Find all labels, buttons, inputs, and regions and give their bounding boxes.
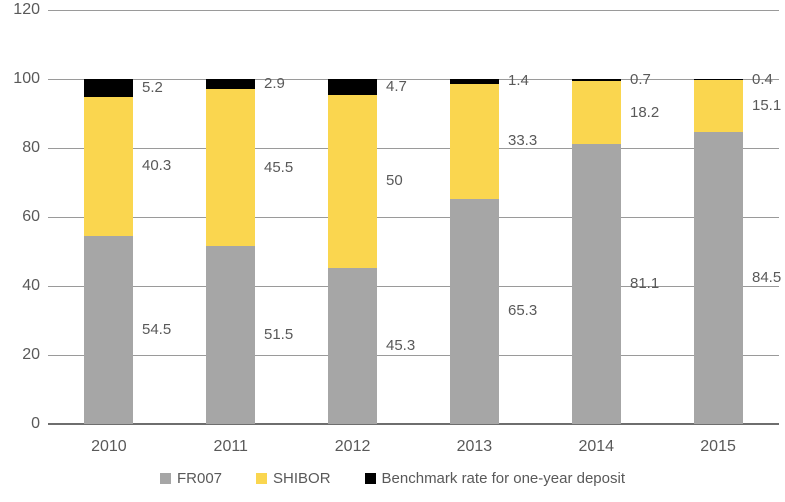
gridline-80: [48, 148, 779, 149]
bar-segment-benchmark-rate-for-one-year-deposit-2014: [572, 79, 621, 82]
bar-segment-fr007-2012: [328, 267, 377, 424]
value-label-shibor-2012: 50: [386, 172, 403, 190]
gridline-120: [48, 10, 779, 11]
legend-label-fr007: FR007: [176, 470, 223, 487]
gridline-20: [48, 355, 779, 356]
value-label-shibor-2010: 40.3: [142, 157, 172, 175]
value-label-shibor-2014: 18.2: [630, 103, 660, 121]
gridline-60: [48, 217, 779, 218]
bar-segment-fr007-2013: [450, 198, 499, 424]
value-label-shibor-2011: 45.5: [264, 158, 294, 176]
gridline-40: [48, 286, 779, 287]
legend-swatch-fr007: [159, 473, 171, 484]
legend: FR007 SHIBOR Benchmark rate for one-year d…: [0, 470, 785, 487]
y-tick-label-20: 20: [22, 346, 40, 363]
value-label-benchmark-rate-for-one-year-deposit-2011: 2.9: [264, 75, 285, 93]
x-axis-line: [48, 423, 779, 425]
value-label-fr007-2014: 81.1: [630, 275, 660, 293]
bar-segment-benchmark-rate-for-one-year-deposit-2012: [328, 79, 377, 96]
bar-segment-shibor-2011: [206, 89, 255, 247]
x-axis-label-2013: 2013: [456, 438, 493, 455]
legend-label-shibor: SHIBOR: [273, 470, 331, 487]
y-tick-label-100: 100: [13, 70, 40, 87]
y-tick-label-40: 40: [22, 277, 40, 294]
legend-item-fr007: FR007: [159, 470, 223, 487]
value-label-benchmark-rate-for-one-year-deposit-2013: 1.4: [508, 72, 529, 90]
bar-segment-benchmark-rate-for-one-year-deposit-2010: [84, 79, 133, 97]
value-label-fr007-2015: 84.5: [752, 269, 782, 287]
value-label-shibor-2015: 15.1: [752, 97, 782, 115]
bar-segment-fr007-2014: [572, 144, 621, 424]
value-label-fr007-2011: 51.5: [264, 326, 294, 344]
bar-segment-shibor-2015: [694, 80, 743, 133]
x-axis-label-2010: 2010: [91, 438, 127, 455]
x-axis-label-2011: 2011: [213, 438, 248, 455]
bar-segment-fr007-2010: [84, 235, 133, 424]
value-label-benchmark-rate-for-one-year-deposit-2014: 0.7: [630, 71, 651, 89]
y-tick-label-60: 60: [22, 208, 40, 225]
legend-swatch-shibor: [256, 473, 268, 484]
bar-segment-fr007-2015: [694, 132, 743, 424]
bar-segment-benchmark-rate-for-one-year-deposit-2013: [450, 79, 499, 84]
value-label-benchmark-rate-for-one-year-deposit-2010: 5.2: [142, 78, 163, 96]
bar-segment-benchmark-rate-for-one-year-deposit-2015: [694, 79, 743, 81]
bar-segment-fr007-2011: [206, 246, 255, 424]
legend-label-benchmark-rate-for-one-year-deposit: Benchmark rate for one-year deposit: [381, 470, 625, 487]
y-tick-label-80: 80: [22, 139, 40, 156]
bar-segment-shibor-2012: [328, 95, 377, 268]
bar-segment-shibor-2013: [450, 83, 499, 199]
gridline-100: [48, 79, 779, 80]
value-label-fr007-2012: 45.3: [386, 336, 416, 354]
y-tick-label-120: 120: [13, 1, 40, 18]
value-label-shibor-2013: 33.3: [508, 132, 538, 150]
x-axis-label-2015: 2015: [700, 438, 736, 455]
y-tick-label-0: 0: [31, 415, 40, 432]
value-label-fr007-2013: 65.3: [508, 302, 538, 320]
legend-item-shibor: SHIBOR: [256, 470, 331, 487]
value-label-benchmark-rate-for-one-year-deposit-2012: 4.7: [386, 78, 407, 96]
bar-segment-benchmark-rate-for-one-year-deposit-2011: [206, 79, 255, 90]
value-label-benchmark-rate-for-one-year-deposit-2015: 0.4: [752, 70, 773, 88]
bar-segment-shibor-2010: [84, 96, 133, 236]
bar-segment-shibor-2014: [572, 81, 621, 145]
value-label-fr007-2010: 54.5: [142, 320, 172, 338]
x-axis-label-2014: 2014: [578, 438, 615, 455]
x-axis-label-2012: 2012: [334, 438, 371, 455]
legend-item-benchmark-rate-for-one-year-deposit: Benchmark rate for one-year deposit: [364, 470, 625, 487]
legend-swatch-benchmark-rate-for-one-year-deposit: [364, 473, 376, 484]
